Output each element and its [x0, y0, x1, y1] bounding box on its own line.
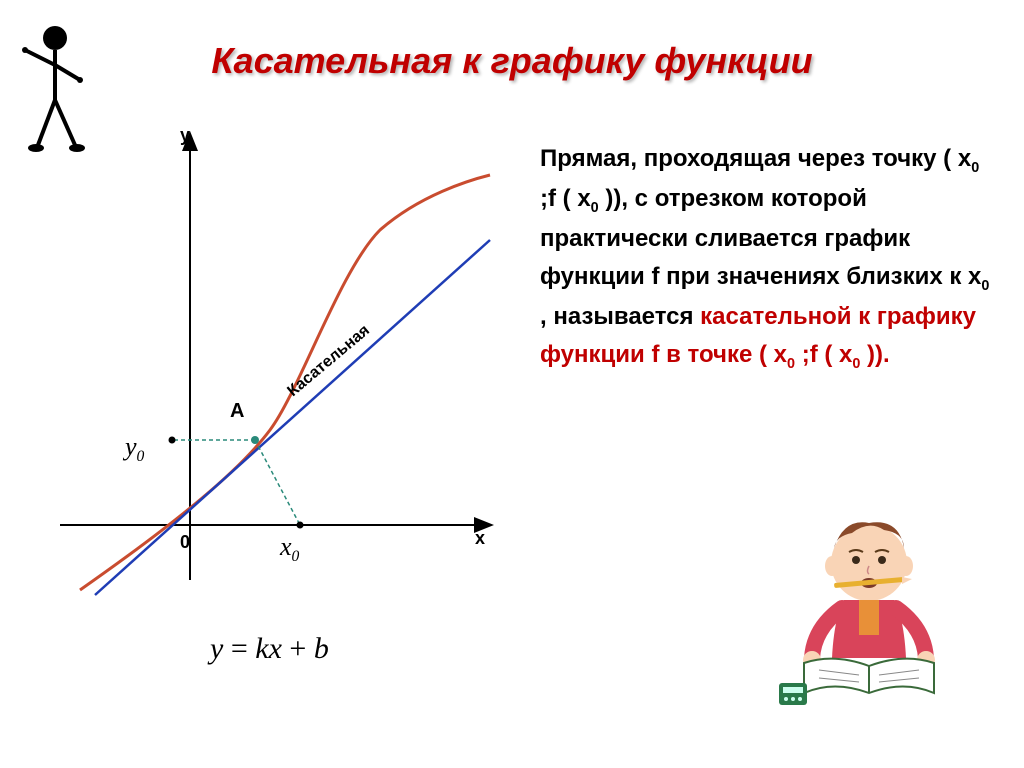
- def-red1-sub: 0: [787, 356, 795, 372]
- def-p3: )), с отрезком которой практически слива…: [540, 185, 981, 290]
- eq-y: y: [210, 632, 223, 665]
- definition-text: Прямая, проходящая через точку ( х0 ;f (…: [540, 140, 1000, 376]
- graph-area: у х 0 А y0 x0 Касательная y = kx + b: [40, 120, 500, 640]
- def-red2: ;f ( х: [795, 341, 852, 368]
- eq-plus: +: [282, 632, 314, 665]
- def-p1: Прямая, проходящая через точку ( х: [540, 145, 971, 172]
- y-axis-label: у: [180, 125, 190, 146]
- def-p2-sub: 0: [591, 200, 599, 216]
- origin-label: 0: [180, 532, 190, 553]
- tangent-equation: y = kx + b: [210, 632, 329, 666]
- eq-k: k: [255, 632, 268, 665]
- def-p3-sub: 0: [981, 278, 989, 294]
- y0-sub: 0: [137, 448, 145, 465]
- x0-label: x0: [280, 532, 299, 566]
- x0-var: x: [280, 532, 292, 561]
- x0-sub: 0: [292, 548, 300, 565]
- slide-title: Касательная к графику функции: [211, 40, 812, 82]
- def-p2: ;f ( х: [540, 185, 591, 212]
- eq-b: b: [314, 632, 329, 665]
- y0-label: y0: [125, 432, 144, 466]
- point-a-label: А: [230, 400, 244, 423]
- x-axis-label: х: [475, 528, 485, 549]
- tangent-graph: [40, 120, 500, 640]
- def-p4: , называется: [540, 303, 700, 330]
- eq-x: x: [269, 632, 282, 665]
- y0-var: y: [125, 432, 137, 461]
- def-p1-sub: 0: [971, 160, 979, 176]
- eq-eq: =: [223, 632, 255, 665]
- def-red3: )).: [860, 341, 889, 368]
- boy-studying-decoration: [774, 508, 954, 708]
